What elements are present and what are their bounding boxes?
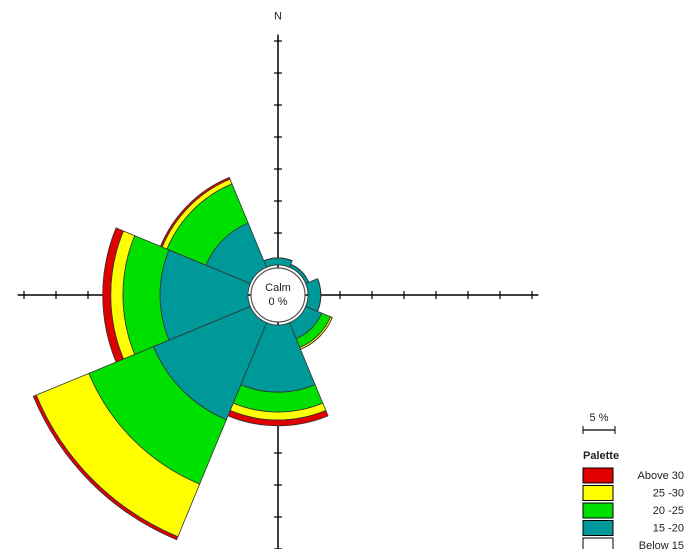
legend-label: 25 -30: [653, 487, 684, 499]
legend-swatch: [582, 485, 614, 501]
calm-value: 0 %: [269, 296, 288, 308]
scale-label: 5 %: [590, 412, 609, 424]
legend-swatch: [582, 520, 614, 536]
legend-swatch: [582, 467, 614, 484]
direction-label: N: [274, 11, 282, 23]
legend-label: 15 -20: [653, 522, 684, 534]
sector-segment: [305, 278, 322, 312]
calm-label: Calm: [265, 282, 291, 294]
sector-segment: [102, 227, 124, 363]
legend-title: Palette: [583, 450, 619, 462]
sector-segment: [32, 394, 179, 541]
legend-swatch: [582, 537, 614, 549]
sector-segment: [159, 176, 231, 248]
legend-swatch: [582, 502, 614, 519]
calm-circle: [250, 267, 306, 323]
legend-label: 20 -25: [653, 505, 684, 517]
legend-label: Above 30: [638, 470, 684, 482]
legend-label: Below 15: [639, 540, 684, 549]
